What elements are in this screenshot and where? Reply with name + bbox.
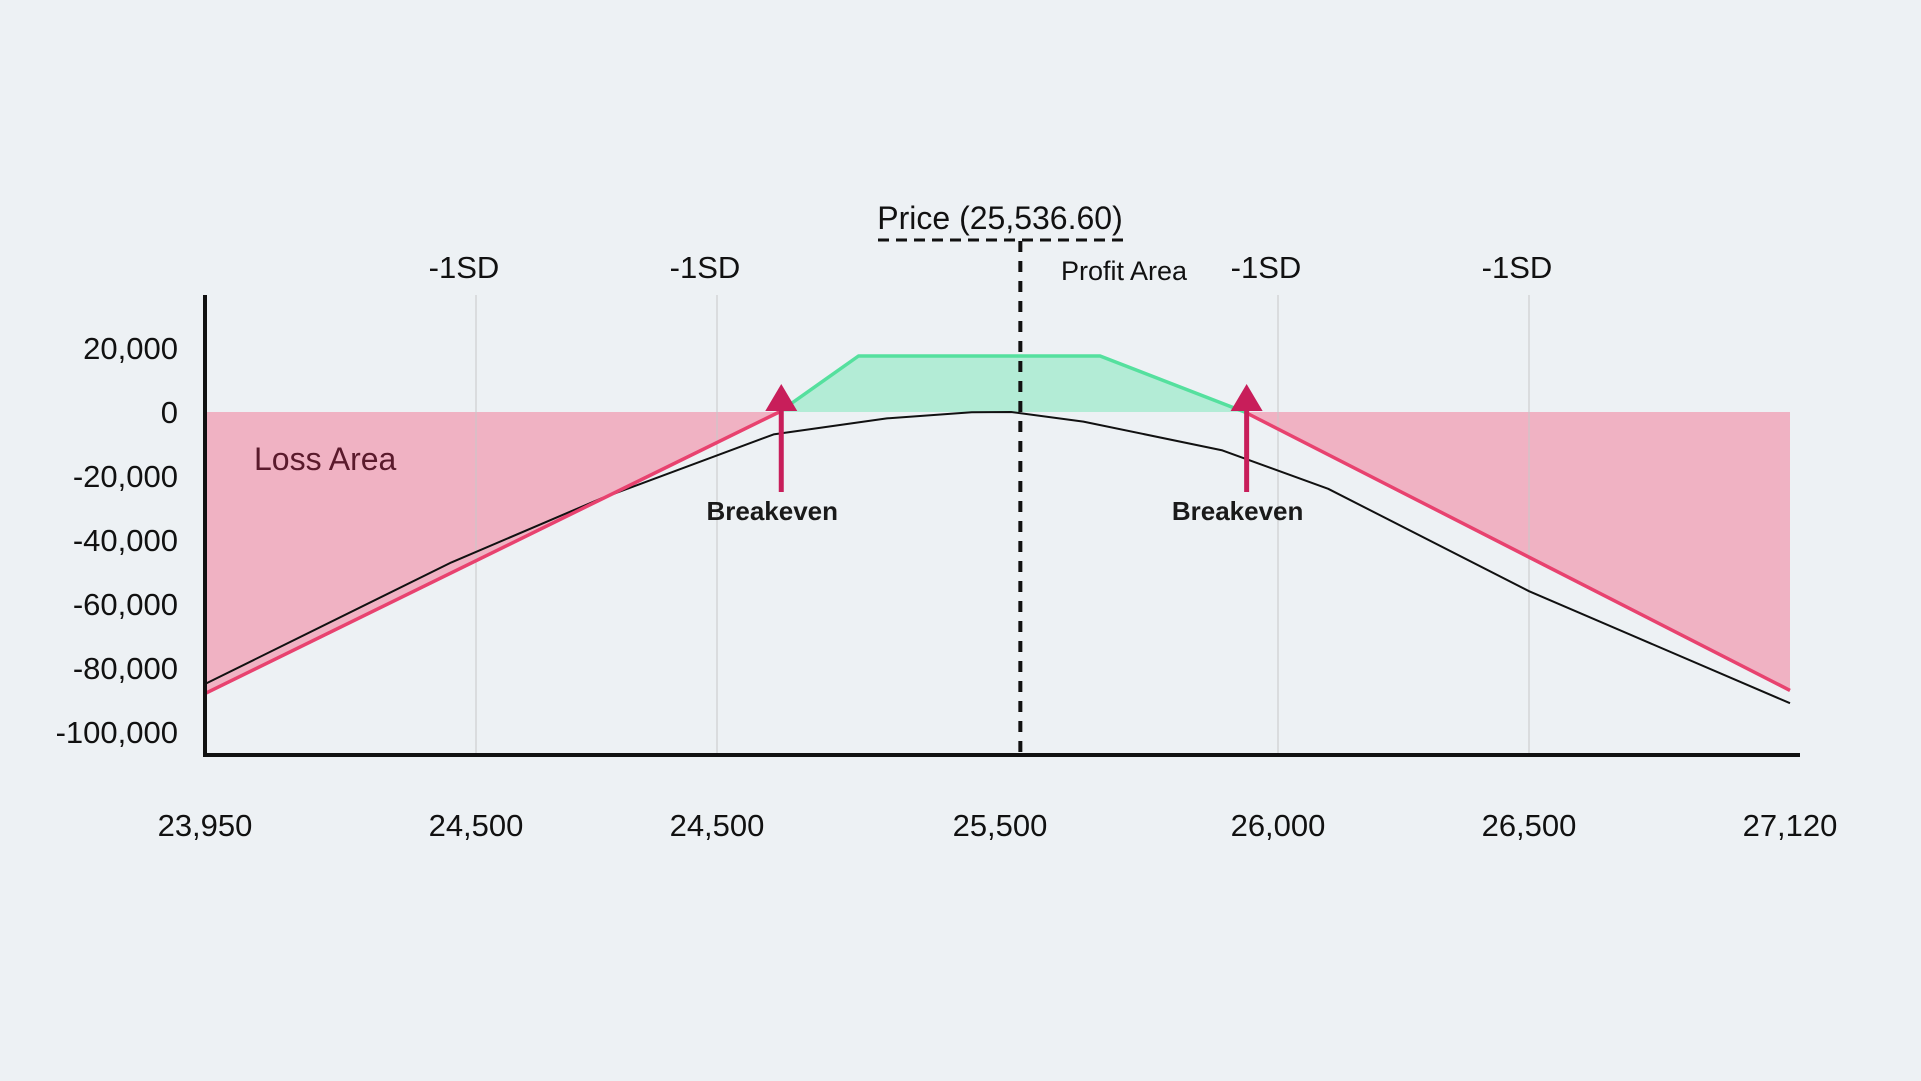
breakeven-markers: Breakeven Breakeven: [706, 384, 1303, 526]
y-tick-label: -60,000: [73, 587, 178, 622]
sd-label: -1SD: [1482, 250, 1553, 285]
profit-area-label: Profit Area: [1061, 256, 1188, 286]
current-payoff-line: [204, 411, 1791, 705]
x-tick-label: 24,500: [670, 808, 765, 843]
sd-label: -1SD: [1231, 250, 1302, 285]
breakeven-arrow-head: [1230, 384, 1263, 411]
price-label: Price (25,536.60): [877, 200, 1122, 236]
sd-label: -1SD: [670, 250, 741, 285]
sd-label: -1SD: [429, 250, 500, 285]
payoff-line-left: [204, 410, 781, 696]
y-tick-label: -80,000: [73, 651, 178, 686]
breakeven-label: Breakeven: [1172, 496, 1304, 526]
y-tick-label: -20,000: [73, 459, 178, 494]
payoff-line-right: [1243, 410, 1791, 692]
breakeven-arrow-head: [765, 384, 798, 411]
chart-labels: Price (25,536.60) Profit Area Loss Area …: [254, 200, 1552, 477]
x-tick-label: 24,500: [429, 808, 524, 843]
area-fills: [205, 356, 1790, 694]
breakeven-label: Breakeven: [706, 496, 838, 526]
axes: 20,000 0 -20,000 -40,000 -60,000 -80,000 -100,…: [56, 295, 1838, 843]
x-tick-label: 27,120: [1743, 808, 1838, 843]
x-tick-label: 26,500: [1482, 808, 1577, 843]
y-tick-label: -40,000: [73, 523, 178, 558]
loss-area-label: Loss Area: [254, 441, 397, 477]
x-tick-label: 26,000: [1231, 808, 1326, 843]
payoff-line-profit: [778, 354, 1246, 414]
x-tick-label: 23,950: [158, 808, 253, 843]
payoff-lines: [204, 354, 1791, 705]
price-marker: [878, 238, 1124, 752]
y-tick-label: 20,000: [83, 331, 178, 366]
x-tick-label: 25,500: [953, 808, 1048, 843]
grid-lines: [475, 295, 1530, 755]
y-tick-label: -100,000: [56, 715, 178, 750]
profit-area: [779, 356, 1245, 412]
y-tick-label: 0: [161, 395, 178, 430]
